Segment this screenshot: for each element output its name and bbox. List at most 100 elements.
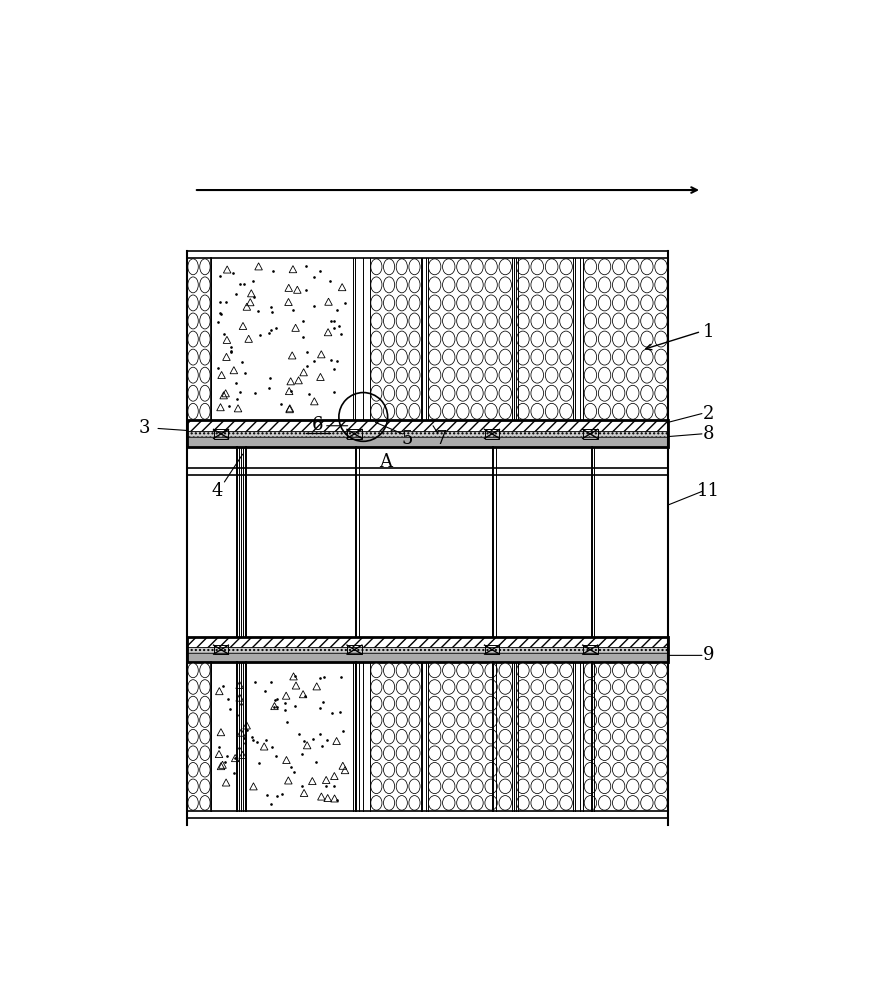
Ellipse shape (485, 746, 497, 760)
Ellipse shape (409, 403, 420, 419)
Ellipse shape (409, 779, 420, 794)
Ellipse shape (457, 796, 469, 810)
Ellipse shape (442, 331, 455, 347)
Ellipse shape (655, 295, 667, 311)
Ellipse shape (641, 349, 653, 365)
Ellipse shape (531, 762, 544, 777)
Ellipse shape (655, 663, 667, 678)
Ellipse shape (485, 779, 497, 794)
Ellipse shape (384, 313, 395, 329)
Ellipse shape (396, 367, 407, 383)
Ellipse shape (384, 746, 395, 760)
Ellipse shape (599, 259, 611, 275)
Ellipse shape (384, 680, 395, 694)
Ellipse shape (409, 746, 420, 760)
Ellipse shape (584, 295, 597, 311)
Ellipse shape (613, 779, 625, 794)
Ellipse shape (531, 331, 544, 347)
Ellipse shape (531, 746, 544, 760)
Ellipse shape (428, 295, 440, 311)
Ellipse shape (371, 696, 382, 711)
Ellipse shape (428, 713, 440, 727)
Ellipse shape (584, 367, 597, 383)
Ellipse shape (371, 385, 382, 401)
Ellipse shape (613, 663, 625, 678)
Ellipse shape (545, 796, 558, 810)
Ellipse shape (371, 259, 382, 275)
Ellipse shape (188, 713, 198, 727)
Ellipse shape (599, 349, 611, 365)
Ellipse shape (188, 796, 198, 810)
Text: 11: 11 (697, 482, 720, 500)
Text: 5: 5 (401, 430, 413, 448)
Ellipse shape (384, 295, 395, 311)
Ellipse shape (584, 746, 597, 760)
Ellipse shape (584, 331, 597, 347)
Ellipse shape (485, 295, 497, 311)
Ellipse shape (442, 295, 455, 311)
Ellipse shape (396, 729, 407, 744)
Ellipse shape (200, 663, 210, 678)
Ellipse shape (442, 729, 455, 744)
Ellipse shape (396, 277, 407, 293)
Ellipse shape (627, 295, 639, 311)
Text: 4: 4 (212, 482, 224, 500)
Ellipse shape (599, 762, 611, 777)
Ellipse shape (442, 367, 455, 383)
Ellipse shape (409, 277, 420, 293)
Ellipse shape (559, 762, 572, 777)
Ellipse shape (559, 367, 572, 383)
Ellipse shape (471, 680, 483, 694)
Ellipse shape (627, 696, 639, 711)
Ellipse shape (371, 349, 382, 365)
Ellipse shape (584, 796, 597, 810)
Ellipse shape (517, 713, 529, 727)
Ellipse shape (396, 746, 407, 760)
Ellipse shape (545, 349, 558, 365)
Ellipse shape (613, 762, 625, 777)
Ellipse shape (499, 696, 511, 711)
Ellipse shape (396, 762, 407, 777)
Ellipse shape (655, 349, 667, 365)
Ellipse shape (396, 779, 407, 794)
Bar (484, 645, 499, 654)
Ellipse shape (613, 729, 625, 744)
Ellipse shape (188, 313, 198, 329)
Ellipse shape (188, 696, 198, 711)
Ellipse shape (188, 367, 198, 383)
Ellipse shape (627, 713, 639, 727)
Ellipse shape (545, 762, 558, 777)
Ellipse shape (517, 696, 529, 711)
Ellipse shape (499, 779, 511, 794)
Ellipse shape (627, 746, 639, 760)
Ellipse shape (641, 385, 653, 401)
Ellipse shape (371, 295, 382, 311)
Ellipse shape (531, 680, 544, 694)
Ellipse shape (599, 696, 611, 711)
Ellipse shape (599, 713, 611, 727)
Ellipse shape (409, 295, 420, 311)
Ellipse shape (428, 779, 440, 794)
Ellipse shape (499, 713, 511, 727)
Ellipse shape (499, 277, 511, 293)
Ellipse shape (428, 762, 440, 777)
Ellipse shape (471, 779, 483, 794)
Ellipse shape (613, 696, 625, 711)
Ellipse shape (409, 696, 420, 711)
Ellipse shape (188, 385, 198, 401)
Ellipse shape (442, 277, 455, 293)
Ellipse shape (409, 313, 420, 329)
Ellipse shape (545, 313, 558, 329)
Ellipse shape (599, 746, 611, 760)
Ellipse shape (428, 729, 440, 744)
Ellipse shape (584, 713, 597, 727)
Ellipse shape (457, 729, 469, 744)
Ellipse shape (200, 331, 210, 347)
Ellipse shape (188, 680, 198, 694)
Ellipse shape (371, 796, 382, 810)
Ellipse shape (457, 762, 469, 777)
Ellipse shape (584, 729, 597, 744)
Ellipse shape (531, 367, 544, 383)
Ellipse shape (485, 663, 497, 678)
Ellipse shape (599, 779, 611, 794)
